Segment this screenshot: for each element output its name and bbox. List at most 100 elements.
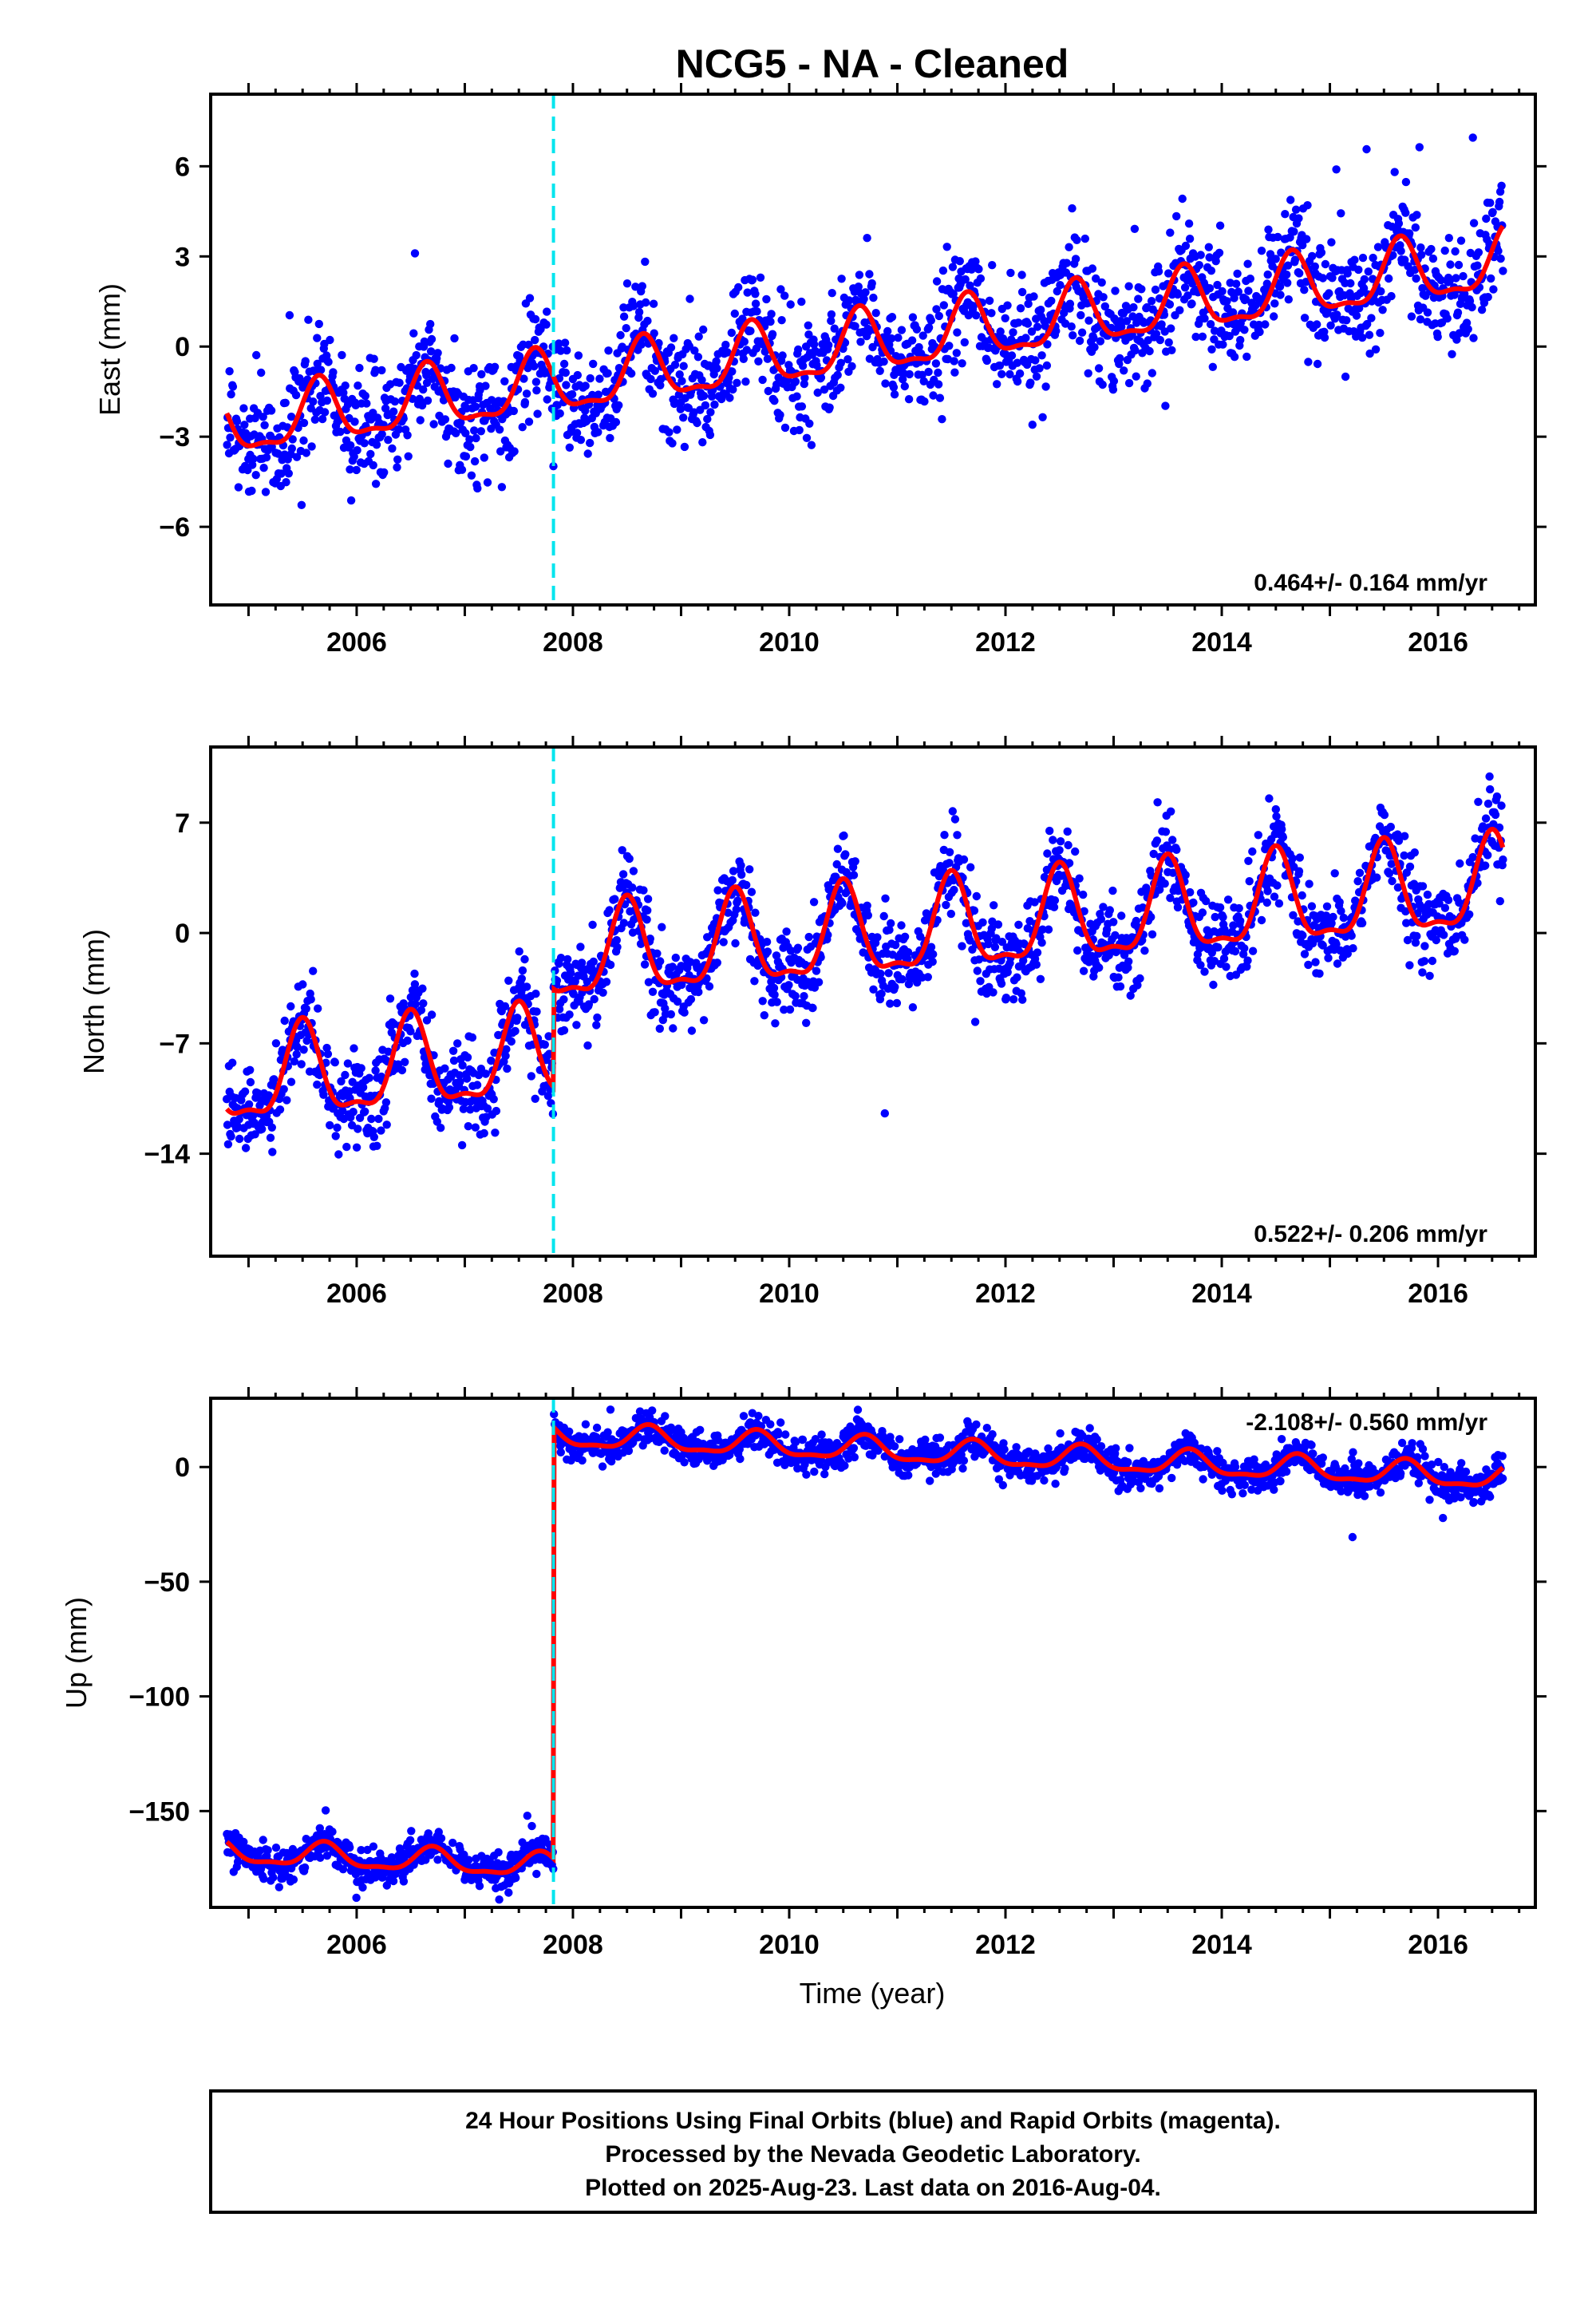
- east-point: [1137, 285, 1146, 294]
- north-point: [314, 1004, 322, 1013]
- north-point: [275, 1105, 285, 1114]
- east-point: [710, 400, 719, 409]
- east-point: [807, 441, 816, 449]
- east-point: [1469, 219, 1479, 227]
- east-point: [1423, 308, 1432, 317]
- east-point: [836, 358, 846, 367]
- north-point: [1405, 961, 1414, 970]
- east-point: [675, 370, 684, 379]
- east-point: [1496, 254, 1505, 263]
- north-point: [251, 1130, 259, 1139]
- east-point: [753, 307, 761, 316]
- east-point: [1215, 221, 1225, 230]
- north-point: [464, 1122, 472, 1131]
- east-point: [1337, 209, 1345, 218]
- east-point: [444, 459, 452, 468]
- east-point: [1365, 330, 1374, 339]
- east-point: [346, 496, 356, 505]
- north-point: [849, 871, 859, 879]
- east-point: [589, 359, 598, 369]
- east-point: [1460, 290, 1469, 298]
- east-point: [366, 415, 376, 424]
- north-point: [1056, 837, 1065, 846]
- north-point: [282, 1096, 291, 1105]
- east-point: [1047, 296, 1056, 306]
- east-point: [227, 389, 235, 399]
- east-point: [1264, 225, 1273, 234]
- east-point: [1173, 290, 1183, 299]
- east-point: [1482, 214, 1491, 223]
- north-point: [463, 1053, 472, 1062]
- east-point: [518, 423, 527, 432]
- north-point: [1050, 896, 1060, 905]
- east-point: [619, 312, 629, 321]
- north-point: [266, 1133, 275, 1142]
- east-point: [316, 366, 326, 374]
- north-point: [1497, 801, 1506, 810]
- north-point: [841, 850, 850, 859]
- north-point: [590, 994, 598, 1004]
- east-point: [412, 350, 421, 360]
- east-point: [697, 376, 706, 385]
- north-point: [666, 1010, 675, 1019]
- north-point: [680, 1008, 689, 1017]
- north-point: [569, 990, 578, 998]
- east-point: [1261, 320, 1270, 329]
- east-point: [1035, 364, 1044, 373]
- north-point: [1465, 910, 1474, 919]
- up-point: [494, 1848, 503, 1857]
- east-point: [1188, 279, 1197, 288]
- north-point: [511, 1026, 519, 1036]
- north-point: [1254, 831, 1263, 840]
- east-point: [1120, 366, 1128, 375]
- east-point: [259, 413, 267, 421]
- east-point: [1341, 372, 1350, 381]
- east-point: [1488, 207, 1497, 216]
- north-point: [418, 984, 427, 993]
- north-point: [527, 1072, 535, 1081]
- east-point: [316, 392, 325, 401]
- north-point: [228, 1058, 237, 1067]
- north-point: [639, 886, 648, 895]
- north-point: [800, 992, 808, 1001]
- north-point: [522, 982, 531, 991]
- east-point: [1099, 293, 1108, 302]
- north-point: [518, 966, 527, 975]
- east-point: [627, 369, 636, 378]
- north-point: [472, 1081, 482, 1089]
- east-point: [1453, 308, 1463, 317]
- north-point: [884, 969, 893, 978]
- east-y-tick-label: 6: [175, 152, 190, 182]
- north-point: [397, 1065, 407, 1075]
- north-point: [369, 1132, 378, 1142]
- east-model-line: [224, 224, 1505, 449]
- north-point: [1420, 942, 1429, 951]
- east-point: [495, 425, 504, 434]
- east-point: [1495, 197, 1504, 207]
- up-point: [581, 1420, 591, 1429]
- east-point: [1313, 320, 1321, 329]
- east-point: [879, 357, 888, 366]
- east-point: [1270, 312, 1278, 321]
- north-point: [520, 954, 529, 964]
- east-point: [881, 379, 890, 388]
- east-point: [767, 310, 776, 318]
- north-point: [583, 1041, 592, 1050]
- north-point: [1215, 903, 1225, 912]
- east-point: [952, 349, 962, 358]
- east-point: [524, 417, 534, 426]
- north-point: [531, 1094, 539, 1104]
- north-point: [517, 974, 526, 983]
- up-point: [405, 1836, 415, 1844]
- east-point: [450, 334, 459, 343]
- east-point: [1407, 312, 1416, 321]
- east-point: [583, 449, 592, 458]
- east-point: [1223, 297, 1231, 306]
- east-point: [1310, 262, 1320, 271]
- north-point: [881, 894, 890, 903]
- north-point: [1307, 902, 1317, 911]
- north-point: [349, 1108, 358, 1117]
- east-point: [1257, 247, 1266, 255]
- east-point: [772, 380, 781, 389]
